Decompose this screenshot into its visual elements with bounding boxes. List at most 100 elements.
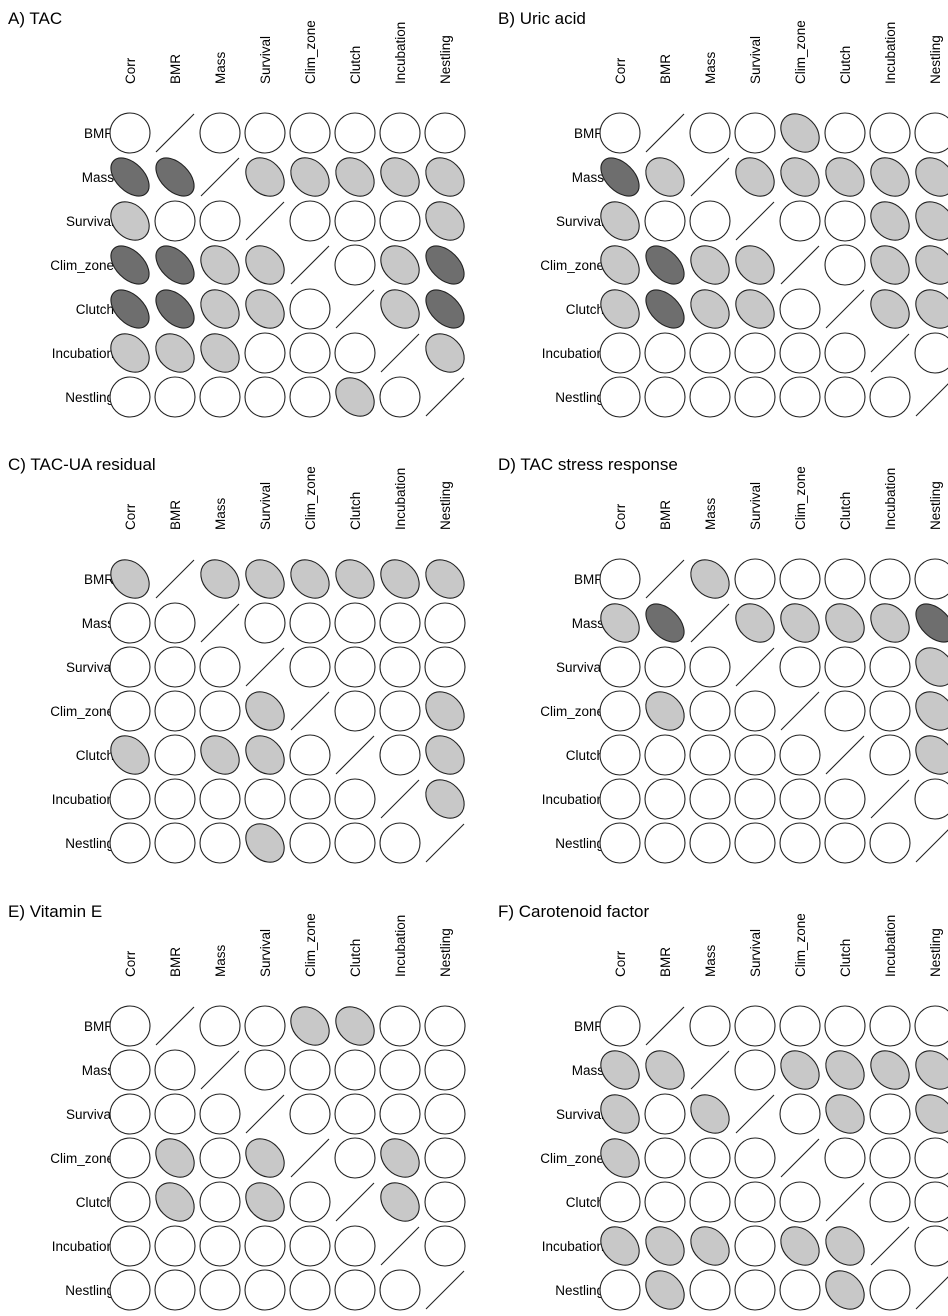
correlation-circle <box>199 1005 241 1047</box>
correlation-circle <box>109 646 151 688</box>
correlation-circle <box>599 376 641 418</box>
moderate-correlation-ellipse <box>290 559 330 599</box>
correlation-circle <box>244 332 286 374</box>
correlation-circle <box>824 778 866 820</box>
column-label: BMR <box>168 54 183 84</box>
strong-correlation-ellipse <box>645 245 685 285</box>
correlation-circle <box>914 558 948 600</box>
correlation-circle <box>334 1049 376 1091</box>
row-label: Clim_zone <box>540 258 604 273</box>
correlation-circle <box>424 1137 466 1179</box>
moderate-correlation-ellipse <box>600 1050 640 1090</box>
correlation-circle <box>334 646 376 688</box>
moderate-correlation-ellipse <box>870 201 910 241</box>
moderate-correlation-ellipse <box>425 691 465 731</box>
column-label: Survival <box>258 482 273 530</box>
strong-correlation-ellipse <box>110 289 150 329</box>
moderate-correlation-ellipse <box>825 1226 865 1266</box>
row-label: Incubation <box>52 1239 114 1254</box>
column-label: Clim_zone <box>303 466 318 530</box>
moderate-correlation-ellipse <box>245 289 285 329</box>
diagonal-line <box>780 1138 820 1178</box>
moderate-correlation-ellipse <box>335 157 375 197</box>
moderate-correlation-ellipse <box>645 1226 685 1266</box>
moderate-correlation-ellipse <box>690 245 730 285</box>
correlation-circle <box>424 646 466 688</box>
panel-title: D) TAC stress response <box>498 455 678 474</box>
diagonal-line <box>200 1050 240 1090</box>
correlation-circle <box>289 1269 331 1311</box>
correlation-circle <box>779 288 821 330</box>
row-label: BMR <box>84 1019 114 1034</box>
correlation-circle <box>734 558 776 600</box>
moderate-correlation-ellipse <box>110 559 150 599</box>
correlation-circle <box>424 602 466 644</box>
column-label: Mass <box>213 497 228 530</box>
column-label: Corr <box>613 57 628 84</box>
correlation-circle <box>199 1225 241 1267</box>
diagonal-line <box>380 333 420 373</box>
correlation-circle <box>154 646 196 688</box>
moderate-correlation-ellipse <box>245 1182 285 1222</box>
moderate-correlation-ellipse <box>425 735 465 775</box>
diagonal-line <box>335 289 375 329</box>
row-label: Nestling <box>555 836 604 851</box>
correlation-circle <box>644 734 686 776</box>
moderate-correlation-ellipse <box>110 735 150 775</box>
row-label: Clim_zone <box>50 258 114 273</box>
correlation-circle <box>154 822 196 864</box>
row-label: Survival <box>66 660 114 675</box>
correlation-circle <box>244 376 286 418</box>
strong-correlation-ellipse <box>155 245 195 285</box>
correlation-circle <box>199 1093 241 1135</box>
correlation-circle <box>914 112 948 154</box>
correlation-circle <box>379 200 421 242</box>
correlation-circle <box>109 1137 151 1179</box>
column-label: Clim_zone <box>793 466 808 530</box>
diagonal-line <box>425 377 465 417</box>
column-label: Mass <box>703 51 718 84</box>
moderate-correlation-ellipse <box>780 113 820 153</box>
correlation-circle <box>869 1005 911 1047</box>
column-label: Clutch <box>838 939 853 977</box>
correlation-circle <box>689 1005 731 1047</box>
correlation-circle <box>334 1093 376 1135</box>
moderate-correlation-ellipse <box>600 603 640 643</box>
correlation-circle <box>109 1005 151 1047</box>
correlation-circle <box>689 1137 731 1179</box>
correlation-circle <box>109 778 151 820</box>
column-label: Nestling <box>438 481 453 530</box>
correlation-circle <box>244 1269 286 1311</box>
correlation-circle <box>734 1049 776 1091</box>
correlation-circle <box>734 1225 776 1267</box>
correlation-circle <box>154 734 196 776</box>
column-label: Mass <box>213 944 228 977</box>
correlation-circle <box>779 778 821 820</box>
row-label: Clutch <box>76 302 114 317</box>
moderate-correlation-ellipse <box>825 603 865 643</box>
moderate-correlation-ellipse <box>600 289 640 329</box>
column-label: Incubation <box>393 915 408 977</box>
moderate-correlation-ellipse <box>870 603 910 643</box>
row-label: Survival <box>556 1107 604 1122</box>
correlation-circle <box>779 734 821 776</box>
correlation-circle <box>154 778 196 820</box>
column-label: BMR <box>658 54 673 84</box>
correlation-circle <box>379 690 421 732</box>
moderate-correlation-ellipse <box>155 333 195 373</box>
column-label: Mass <box>703 497 718 530</box>
correlation-circle <box>154 1269 196 1311</box>
correlation-circle <box>824 244 866 286</box>
correlation-circle <box>734 734 776 776</box>
correlation-circle <box>154 376 196 418</box>
column-label: BMR <box>658 947 673 977</box>
diagonal-line <box>245 647 285 687</box>
correlation-circle <box>244 1049 286 1091</box>
correlation-circle <box>154 1093 196 1135</box>
correlation-circle <box>779 200 821 242</box>
correlation-circle <box>154 602 196 644</box>
correlation-circle <box>689 690 731 732</box>
correlation-circle <box>824 690 866 732</box>
correlation-circle <box>599 1181 641 1223</box>
diagonal-line <box>825 1182 865 1222</box>
